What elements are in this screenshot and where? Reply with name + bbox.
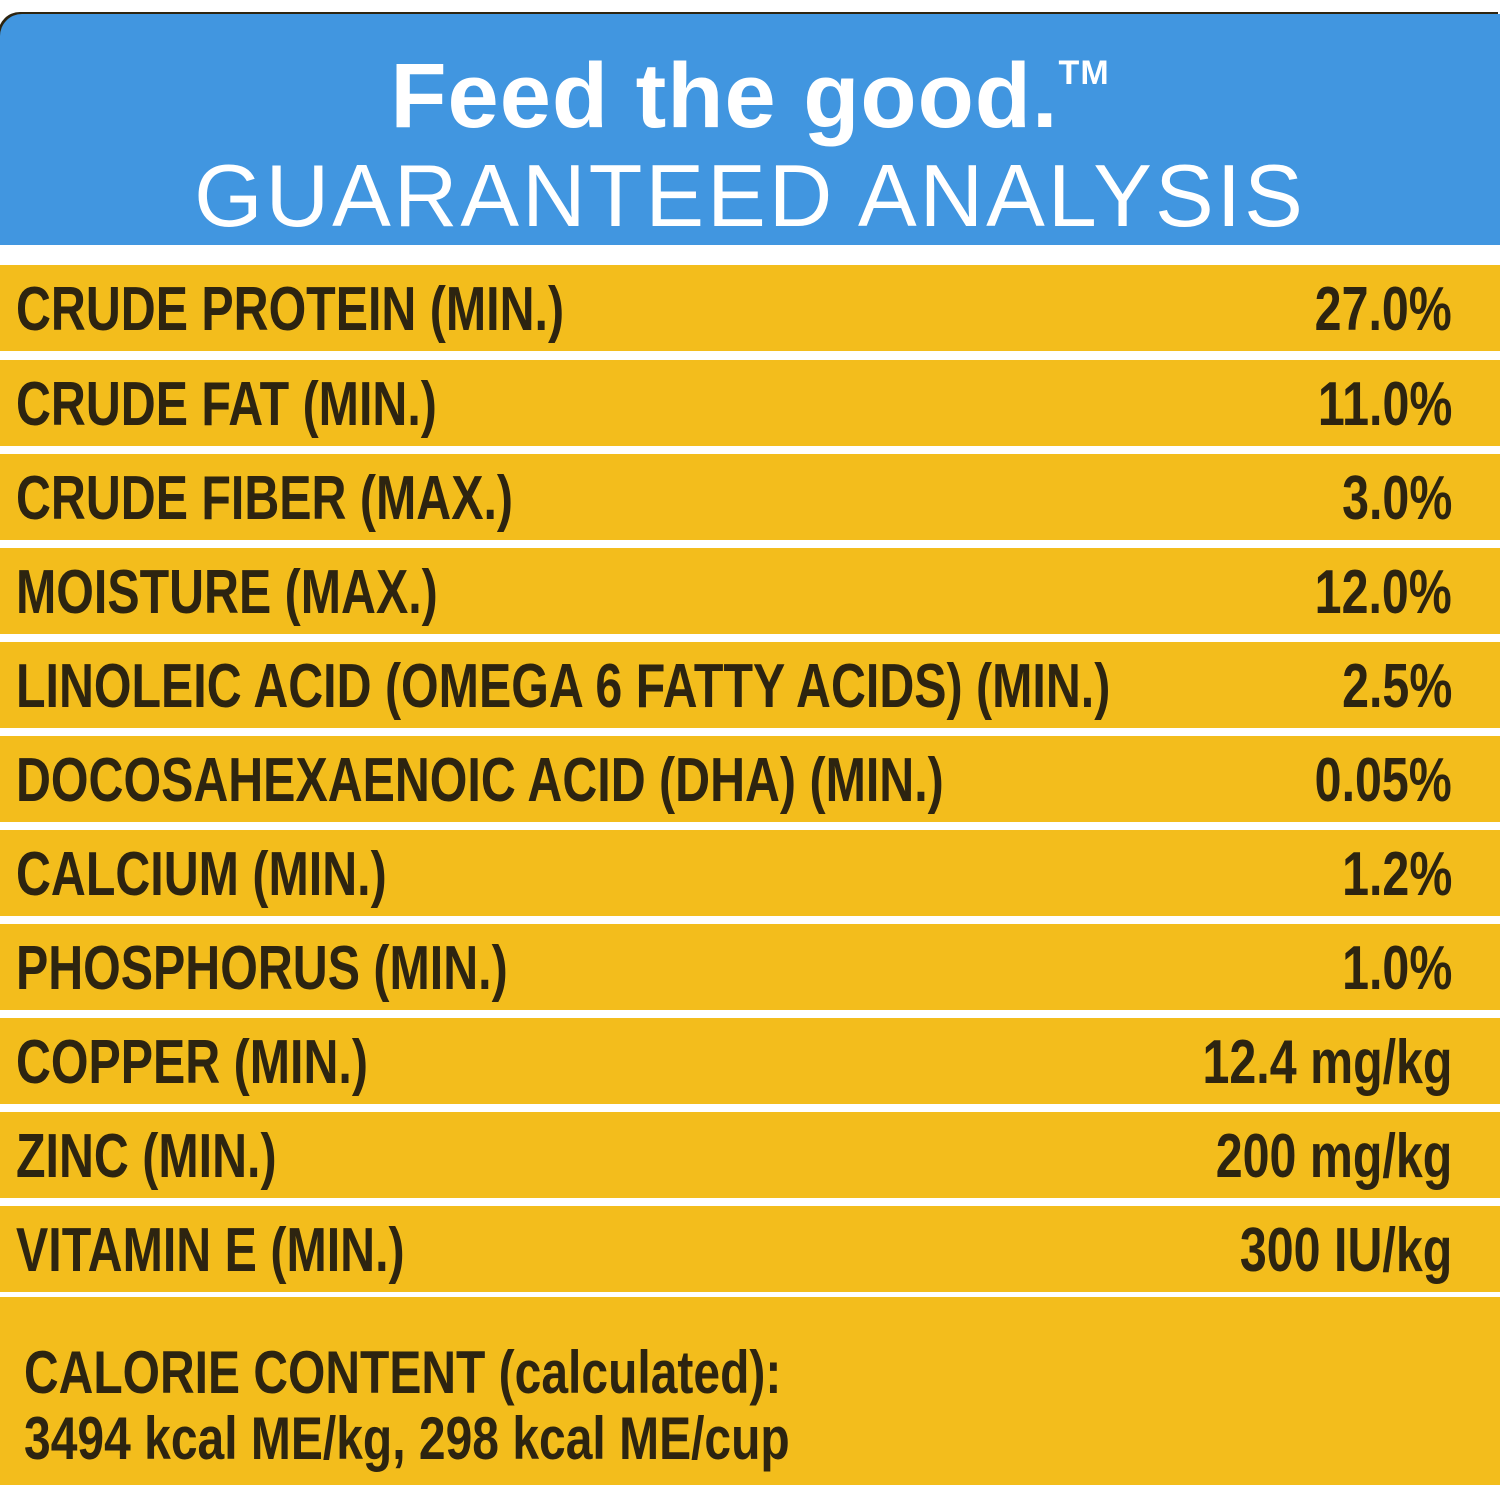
table-row: CRUDE FAT (MIN.) 11.0% xyxy=(0,360,1500,446)
row-label: CRUDE FIBER (MAX.) xyxy=(16,464,514,533)
row-label: PHOSPHORUS (MIN.) xyxy=(16,934,508,1003)
row-value: 12.4 mg/kg xyxy=(1202,1028,1452,1097)
row-value: 1.2% xyxy=(1341,840,1452,909)
row-value: 0.05% xyxy=(1314,746,1452,815)
tagline: Feed the good.TM xyxy=(0,50,1500,142)
row-label: COPPER (MIN.) xyxy=(16,1028,368,1097)
tagline-text: Feed the good. xyxy=(390,45,1059,147)
calorie-content: CALORIE CONTENT (calculated): 3494 kcal … xyxy=(0,1297,1500,1485)
row-label: CRUDE FAT (MIN.) xyxy=(16,370,437,439)
table-row: PHOSPHORUS (MIN.) 1.0% xyxy=(0,924,1500,1010)
row-label: LINOLEIC ACID (OMEGA 6 FATTY ACIDS) (MIN… xyxy=(16,652,1111,721)
row-label: VITAMIN E (MIN.) xyxy=(16,1216,405,1285)
trademark: TM xyxy=(1058,54,1110,92)
page-title: GUARANTEED ANALYSIS xyxy=(194,146,1306,245)
row-value: 1.0% xyxy=(1341,934,1452,1003)
table-row: CALCIUM (MIN.) 1.2% xyxy=(0,830,1500,916)
table-row: CRUDE FIBER (MAX.) 3.0% xyxy=(0,454,1500,540)
row-label: DOCOSAHEXAENOIC ACID (DHA) (MIN.) xyxy=(16,746,944,815)
row-value: 11.0% xyxy=(1317,370,1452,439)
calorie-value: 3494 kcal ME/kg, 298 kcal ME/cup xyxy=(24,1405,790,1472)
table-row: DOCOSAHEXAENOIC ACID (DHA) (MIN.) 0.05% xyxy=(0,736,1500,822)
table-row: CRUDE PROTEIN (MIN.) 27.0% xyxy=(0,265,1500,351)
header-banner: Feed the good.TM GUARANTEED ANALYSIS xyxy=(0,14,1500,245)
table-row: MOISTURE (MAX.) 12.0% xyxy=(0,548,1500,634)
row-value: 3.0% xyxy=(1341,464,1452,533)
row-label: CRUDE PROTEIN (MIN.) xyxy=(16,275,565,344)
table-row: VITAMIN E (MIN.) 300 IU/kg xyxy=(0,1206,1500,1292)
row-label: ZINC (MIN.) xyxy=(16,1122,277,1191)
row-value: 300 IU/kg xyxy=(1239,1216,1452,1285)
row-value: 12.0% xyxy=(1314,558,1452,627)
row-value: 27.0% xyxy=(1314,275,1452,344)
row-value: 2.5% xyxy=(1341,652,1452,721)
row-label: CALCIUM (MIN.) xyxy=(16,840,387,909)
table-row: ZINC (MIN.) 200 mg/kg xyxy=(0,1112,1500,1198)
calorie-heading: CALORIE CONTENT (calculated): xyxy=(24,1339,782,1406)
table-row: COPPER (MIN.) 12.4 mg/kg xyxy=(0,1018,1500,1104)
row-label: MOISTURE (MAX.) xyxy=(16,558,438,627)
row-value: 200 mg/kg xyxy=(1215,1122,1452,1191)
table-row: LINOLEIC ACID (OMEGA 6 FATTY ACIDS) (MIN… xyxy=(0,642,1500,728)
